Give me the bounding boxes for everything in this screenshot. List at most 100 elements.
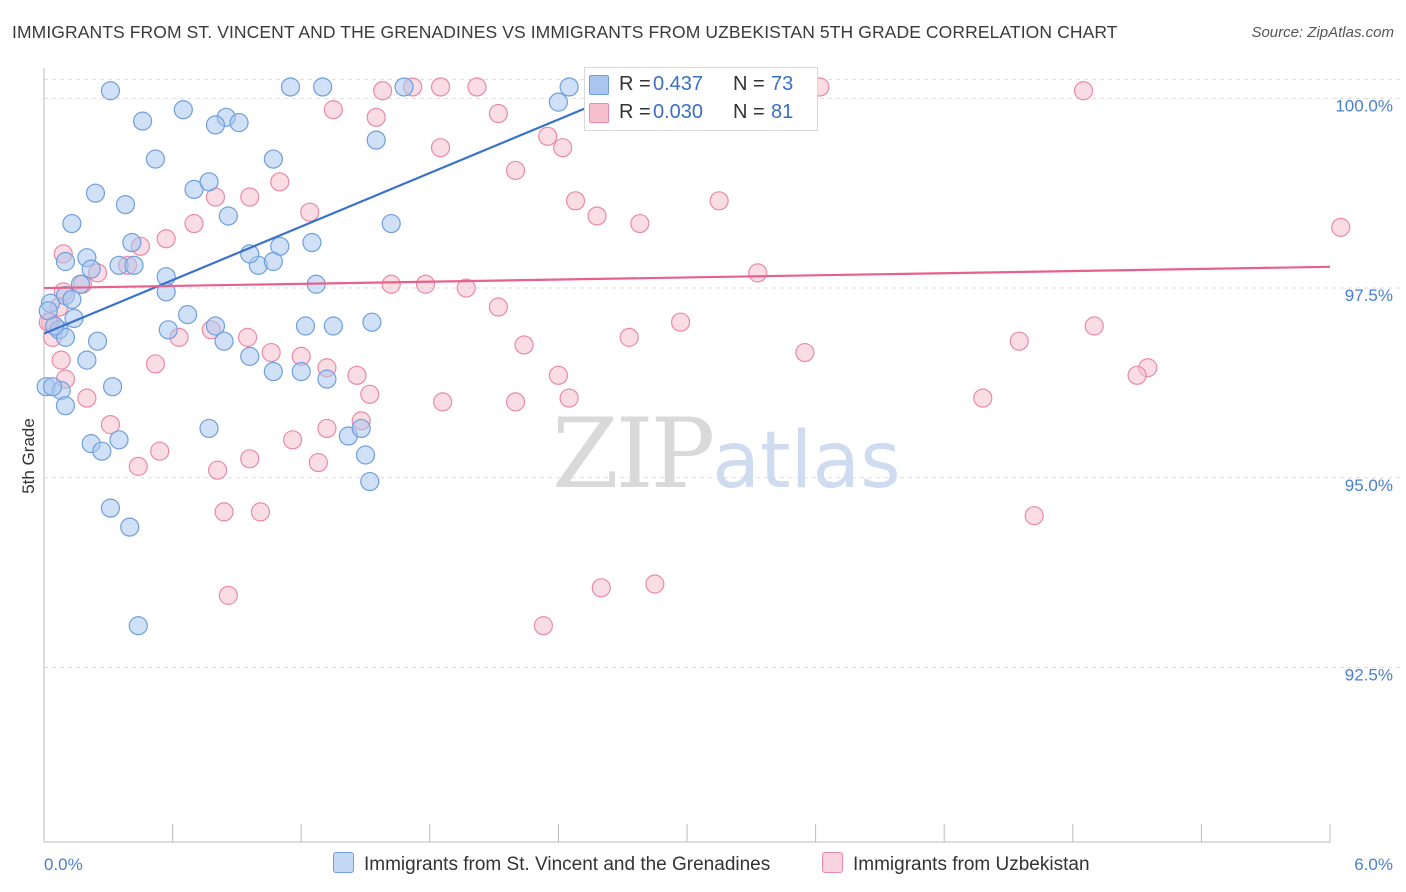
point-st-vincent <box>120 517 140 537</box>
point-st-vincent <box>178 305 198 325</box>
point-st-vincent <box>323 316 343 336</box>
series-legend: Immigrants from St. Vincent and the Gren… <box>0 852 1406 878</box>
point-uzbekistan <box>373 81 393 101</box>
point-uzbekistan <box>514 335 534 355</box>
point-st-vincent <box>128 616 148 636</box>
point-st-vincent <box>115 194 136 215</box>
point-uzbekistan <box>366 107 386 127</box>
point-st-vincent <box>62 289 82 310</box>
legend-row-uzbekistan: R = 0.030 N = 81 <box>585 99 817 127</box>
point-uzbekistan <box>283 430 303 450</box>
point-uzbekistan <box>347 365 367 385</box>
point-st-vincent <box>92 441 112 461</box>
point-uzbekistan <box>1331 217 1351 237</box>
point-st-vincent <box>81 259 101 279</box>
point-uzbekistan <box>240 449 260 469</box>
point-uzbekistan <box>145 354 166 374</box>
point-uzbekistan <box>591 578 611 598</box>
point-st-vincent <box>280 77 301 97</box>
point-uzbekistan <box>270 172 290 192</box>
point-st-vincent <box>366 130 386 150</box>
point-uzbekistan <box>645 574 665 594</box>
point-st-vincent <box>70 274 91 294</box>
series-uzbekistan-points <box>38 73 1351 636</box>
tick-labels: 92.5% 95.0% 97.5% 100.0% 0.0% 6.0% <box>44 96 1393 874</box>
point-uzbekistan <box>505 160 526 181</box>
point-st-vincent <box>214 331 234 351</box>
chart-title: IMMIGRANTS FROM ST. VINCENT AND THE GREN… <box>12 22 1118 42</box>
legend-swatch-pink <box>589 103 609 123</box>
point-st-vincent <box>85 183 106 203</box>
legend-item-st-vincent: Immigrants from St. Vincent and the Gren… <box>333 852 770 876</box>
legend-swatch-blue <box>333 852 354 873</box>
point-st-vincent <box>87 331 108 351</box>
point-uzbekistan <box>553 138 573 158</box>
point-st-vincent <box>199 172 219 192</box>
stats-legend: R = 0.437 N = 73 R = 0.030 N = 81 <box>584 67 818 131</box>
point-uzbekistan <box>150 441 170 461</box>
point-st-vincent <box>132 111 153 131</box>
legend-r-key: R = <box>619 73 651 95</box>
point-uzbekistan <box>630 213 650 234</box>
point-st-vincent <box>355 445 376 465</box>
point-uzbekistan <box>670 312 691 332</box>
point-st-vincent <box>42 377 63 397</box>
point-uzbekistan <box>795 342 815 363</box>
point-uzbekistan <box>1073 81 1094 101</box>
point-uzbekistan <box>456 278 476 298</box>
point-st-vincent <box>263 251 283 272</box>
point-st-vincent <box>55 251 76 272</box>
point-st-vincent <box>173 100 193 120</box>
point-uzbekistan <box>433 392 453 412</box>
point-st-vincent <box>102 377 123 397</box>
point-st-vincent <box>291 361 311 382</box>
point-st-vincent <box>559 77 579 97</box>
point-st-vincent <box>313 77 333 97</box>
point-st-vincent <box>218 206 238 226</box>
y-axis-label: 5th Grade <box>19 418 38 494</box>
point-st-vincent <box>263 361 283 382</box>
point-uzbekistan <box>218 585 238 605</box>
point-uzbekistan <box>587 206 607 226</box>
legend-n-key: N = <box>733 101 765 123</box>
legend-swatch-pink <box>822 852 843 873</box>
source-credit: Source: ZipAtlas.com <box>1251 24 1394 41</box>
point-st-vincent <box>199 418 219 439</box>
point-uzbekistan <box>308 452 328 473</box>
point-st-vincent <box>145 149 166 169</box>
point-uzbekistan <box>748 263 768 283</box>
point-uzbekistan <box>156 229 176 249</box>
point-uzbekistan <box>250 502 271 522</box>
legend-label-uzbekistan: Immigrants from Uzbekistan <box>853 854 1090 875</box>
point-uzbekistan <box>488 103 508 124</box>
point-uzbekistan <box>619 327 639 347</box>
x-tick-label: 6.0% <box>1354 855 1393 874</box>
point-st-vincent <box>360 471 380 492</box>
point-uzbekistan <box>360 384 380 404</box>
point-uzbekistan <box>467 77 487 97</box>
point-st-vincent <box>362 312 382 332</box>
point-st-vincent <box>381 213 401 234</box>
legend-item-uzbekistan: Immigrants from Uzbekistan <box>822 852 1090 876</box>
point-uzbekistan <box>184 213 204 234</box>
point-st-vincent <box>77 350 97 370</box>
point-st-vincent <box>205 115 226 135</box>
x-tick-label: 0.0% <box>44 855 83 874</box>
point-uzbekistan <box>538 126 558 146</box>
point-uzbekistan <box>238 327 258 347</box>
point-uzbekistan <box>548 365 569 385</box>
point-uzbekistan <box>505 392 526 412</box>
trend-line-st-vincent <box>43 78 656 335</box>
point-st-vincent <box>205 316 226 336</box>
point-st-vincent <box>122 232 142 253</box>
point-st-vincent <box>100 498 121 518</box>
point-st-vincent <box>229 113 249 133</box>
legend-r-value: 0.030 <box>653 101 704 123</box>
point-st-vincent <box>240 346 260 366</box>
point-st-vincent <box>394 77 414 97</box>
y-tick-label: 97.5% <box>1345 286 1393 305</box>
legend-n-value: 81 <box>771 101 794 123</box>
point-st-vincent <box>263 149 283 169</box>
point-st-vincent <box>62 213 82 234</box>
